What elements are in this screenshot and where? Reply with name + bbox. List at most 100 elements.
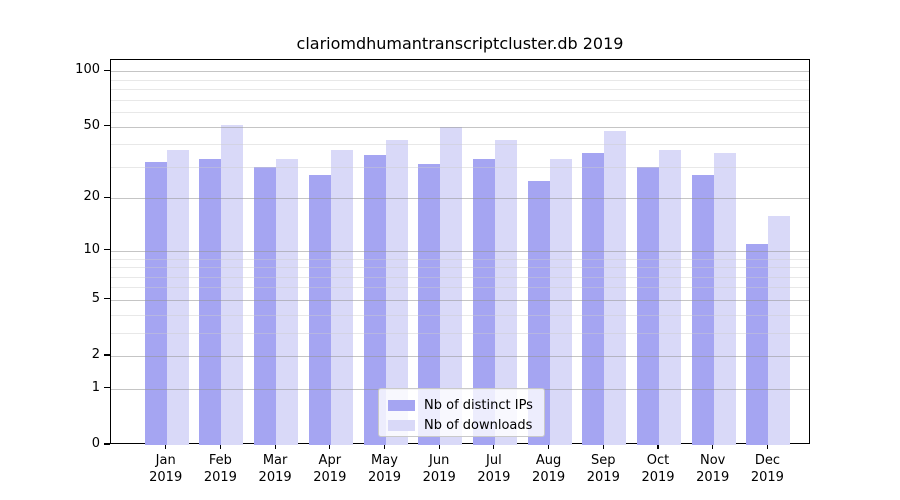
y-axis-tick bbox=[104, 387, 110, 389]
x-label-month: Dec bbox=[754, 453, 780, 468]
x-axis-tick-label: Nov 2019 bbox=[685, 452, 741, 486]
x-label-year: 2019 bbox=[203, 470, 237, 485]
legend-label-distinct-ips: Nb of distinct IPs bbox=[424, 397, 533, 413]
major-gridline bbox=[111, 356, 809, 358]
bar-downloads-may bbox=[385, 140, 408, 445]
bar-downloads-apr bbox=[330, 150, 353, 445]
major-gridline bbox=[111, 198, 809, 200]
x-axis-tick-label: Jun 2019 bbox=[411, 452, 467, 486]
y-axis-tick bbox=[104, 443, 110, 445]
x-label-month: Sep bbox=[591, 453, 616, 468]
major-gridline bbox=[111, 250, 809, 252]
minor-gridline bbox=[111, 287, 809, 289]
bar-downloads-oct bbox=[659, 150, 681, 445]
bar-downloads-aug bbox=[549, 159, 572, 445]
x-axis-tick-label: Jan 2019 bbox=[138, 452, 194, 486]
x-label-month: Nov bbox=[700, 453, 726, 468]
x-label-month: Apr bbox=[318, 453, 342, 468]
x-axis-tick-label: Dec 2019 bbox=[739, 452, 795, 486]
bar-distinct-ips-sep bbox=[582, 152, 605, 445]
x-label-month: Jun bbox=[429, 453, 450, 468]
minor-gridline bbox=[111, 112, 809, 114]
legend-label-downloads: Nb of downloads bbox=[424, 417, 533, 433]
minor-gridline bbox=[111, 89, 809, 91]
y-axis-tick-label: 2 bbox=[91, 347, 100, 363]
x-axis-tick bbox=[548, 444, 550, 449]
y-axis-tick bbox=[104, 354, 110, 356]
minor-gridline bbox=[111, 332, 809, 334]
x-axis-tick bbox=[712, 444, 714, 449]
minor-gridline bbox=[111, 99, 809, 101]
minor-gridline bbox=[111, 166, 809, 168]
bar-distinct-ips-jun bbox=[418, 164, 441, 445]
bar-distinct-ips-jul bbox=[472, 159, 495, 445]
x-axis-tick-label: Feb 2019 bbox=[192, 452, 248, 486]
x-axis-tick bbox=[329, 444, 331, 449]
y-axis-tick bbox=[104, 124, 110, 127]
minor-gridline bbox=[111, 314, 809, 316]
x-axis-tick-label: Aug 2019 bbox=[521, 452, 577, 486]
x-axis-tick-label: May 2019 bbox=[357, 452, 413, 486]
legend-swatch-downloads-icon bbox=[388, 419, 415, 431]
bar-distinct-ips-oct bbox=[637, 166, 659, 445]
x-label-month: Aug bbox=[535, 453, 562, 468]
x-axis-tick bbox=[438, 444, 440, 449]
x-label-month: Mar bbox=[262, 453, 288, 468]
bar-downloads-jan bbox=[166, 150, 189, 445]
x-label-year: 2019 bbox=[313, 470, 347, 485]
y-axis-tick-label: 20 bbox=[83, 189, 100, 205]
legend-swatch-distinct-ips-icon bbox=[388, 399, 415, 411]
y-axis-tick-label: 50 bbox=[83, 117, 100, 133]
x-label-month: Oct bbox=[646, 453, 670, 468]
y-axis-tick-label: 0 bbox=[91, 436, 100, 451]
legend-item-distinct-ips: Nb of distinct IPs bbox=[388, 396, 544, 414]
x-label-year: 2019 bbox=[422, 470, 456, 485]
x-label-year: 2019 bbox=[477, 470, 511, 485]
x-axis-tick-label: Apr 2019 bbox=[302, 452, 358, 486]
bar-distinct-ips-mar bbox=[254, 166, 277, 445]
y-axis-tick bbox=[104, 298, 110, 300]
major-gridline bbox=[111, 126, 809, 128]
bar-downloads-jul bbox=[494, 140, 517, 445]
x-axis-tick bbox=[766, 444, 768, 449]
x-axis-tick bbox=[383, 444, 386, 449]
minor-gridline bbox=[111, 144, 809, 146]
x-axis-tick bbox=[165, 444, 167, 449]
x-label-year: 2019 bbox=[641, 470, 675, 485]
x-axis-tick-label: Sep 2019 bbox=[575, 452, 631, 486]
minor-gridline bbox=[111, 79, 809, 81]
x-label-month: Jan bbox=[155, 453, 176, 468]
bar-distinct-ips-feb bbox=[199, 159, 222, 445]
bar-distinct-ips-jan bbox=[144, 161, 167, 445]
y-axis-tick-label: 1 bbox=[91, 379, 100, 395]
bar-downloads-dec bbox=[768, 215, 791, 445]
bar-downloads-jun bbox=[440, 126, 463, 445]
minor-gridline bbox=[111, 267, 809, 269]
x-axis-tick-label: Oct 2019 bbox=[630, 452, 686, 486]
bar-downloads-feb bbox=[221, 124, 244, 445]
legend-item-downloads: Nb of downloads bbox=[388, 416, 544, 434]
x-label-year: 2019 bbox=[532, 470, 566, 485]
x-axis-tick bbox=[493, 444, 495, 449]
y-axis-tick bbox=[104, 249, 110, 251]
x-axis-tick bbox=[219, 444, 221, 449]
bar-distinct-ips-dec bbox=[746, 243, 769, 445]
y-axis-tick-label: 5 bbox=[91, 290, 100, 306]
x-axis-tick-label: Mar 2019 bbox=[247, 452, 303, 486]
x-label-month: Feb bbox=[208, 453, 232, 468]
bar-distinct-ips-apr bbox=[308, 175, 331, 445]
minor-gridline bbox=[111, 276, 809, 278]
y-axis-tick bbox=[104, 196, 110, 198]
x-axis-tick bbox=[602, 444, 604, 449]
legend: Nb of distinct IPs Nb of downloads bbox=[378, 388, 545, 437]
x-label-year: 2019 bbox=[696, 470, 730, 485]
bar-downloads-sep bbox=[604, 131, 627, 445]
x-label-month: May bbox=[371, 453, 398, 468]
chart-title: clariomdhumantranscriptcluster.db 2019 bbox=[296, 34, 624, 53]
minor-gridline bbox=[111, 258, 809, 260]
bar-downloads-nov bbox=[713, 152, 736, 445]
y-axis-tick bbox=[104, 69, 110, 71]
x-axis-tick-label: Jul 2019 bbox=[466, 452, 522, 486]
x-label-year: 2019 bbox=[258, 470, 292, 485]
